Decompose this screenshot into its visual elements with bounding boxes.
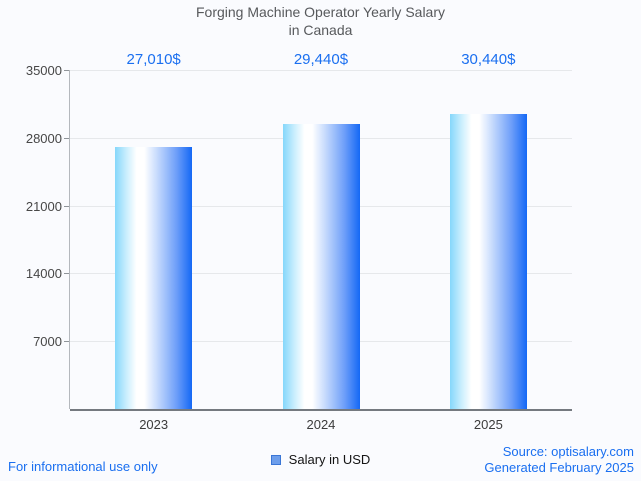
chart-title: Forging Machine Operator Yearly Salary i…	[195, 4, 446, 38]
bar-value-label: 30,440$	[461, 51, 516, 68]
y-axis-tick	[64, 273, 69, 275]
bar-value-label: 29,440$	[293, 51, 349, 68]
x-axis-baseline	[70, 409, 572, 411]
y-axis-tick	[64, 70, 69, 71]
y-axis-label: 7000	[33, 334, 62, 350]
footer-source-link[interactable]: Source: optisalary.com	[502, 444, 634, 459]
y-axis-line	[69, 70, 70, 409]
y-axis-tick	[64, 137, 69, 139]
x-axis-label: 2025	[473, 417, 503, 432]
bar[interactable]	[115, 147, 193, 409]
x-axis-label: 2023	[139, 417, 169, 432]
y-axis-tick	[64, 341, 69, 343]
bar[interactable]	[449, 114, 527, 409]
bar-value-label: 27,010$	[126, 51, 181, 68]
legend-marker-icon	[270, 454, 281, 465]
footer-attribution: Source: optisalary.com Generated Februar…	[484, 444, 634, 476]
footer-generated: Generated February 2025	[484, 460, 634, 475]
gridline	[70, 70, 572, 71]
y-axis-label: 35000	[25, 63, 62, 78]
y-axis-label: 21000	[25, 198, 62, 214]
x-axis-label: 2024	[306, 417, 336, 432]
y-axis-tick	[64, 205, 69, 207]
y-axis-label: 14000	[25, 266, 62, 282]
y-axis-label: 28000	[25, 130, 62, 146]
footer-disclaimer: For informational use only	[8, 459, 158, 474]
legend: Salary in USD	[0, 452, 641, 467]
legend-label: Salary in USD	[288, 452, 371, 467]
bar[interactable]	[282, 123, 360, 409]
